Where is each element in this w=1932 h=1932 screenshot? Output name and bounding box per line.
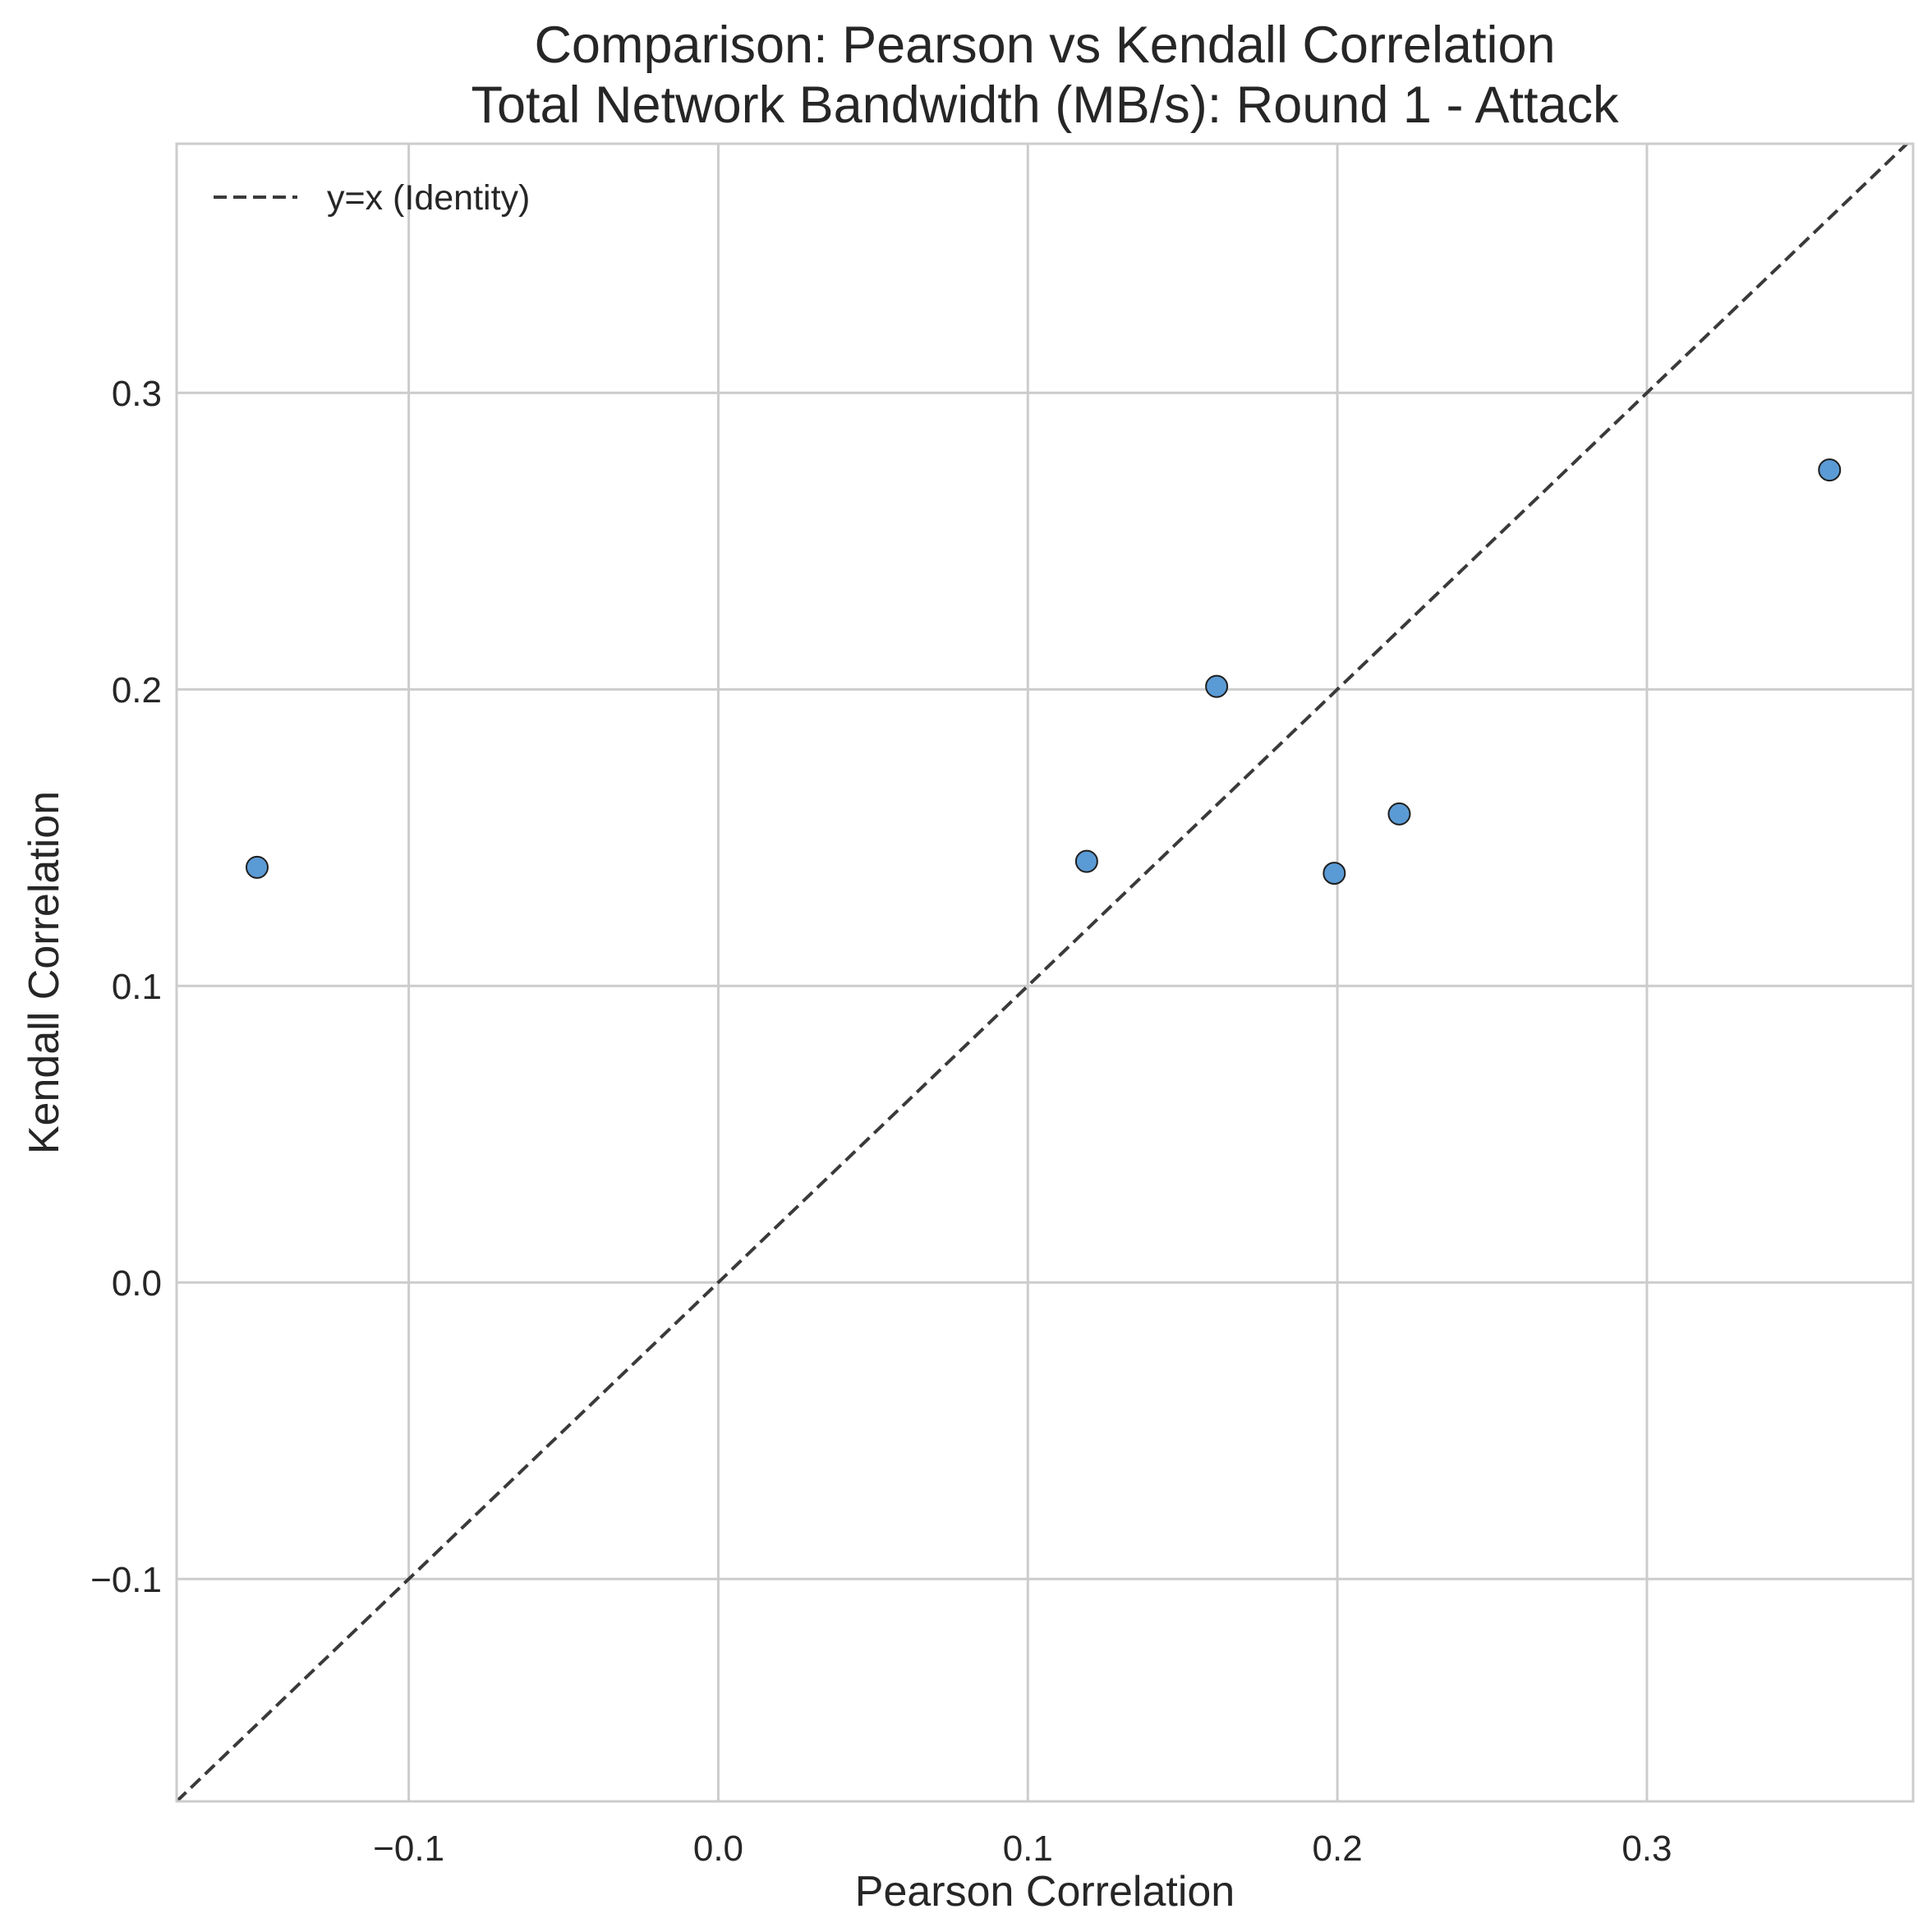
x-tick-label: 0.3 bbox=[1622, 1828, 1672, 1869]
y-tick-label: 0.1 bbox=[112, 967, 162, 1007]
scatter-point bbox=[1205, 674, 1229, 698]
y-tick-labels: −0.1 0.0 0.1 0.2 0.3 bbox=[90, 374, 162, 1600]
identity-line bbox=[175, 142, 1908, 1803]
scatter-point bbox=[1818, 458, 1842, 482]
y-tick-label: 0.3 bbox=[112, 374, 162, 414]
grid-lines bbox=[177, 144, 1913, 1801]
x-tick-label: −0.1 bbox=[373, 1828, 444, 1869]
y-tick-label: 0.0 bbox=[112, 1263, 162, 1304]
scatter-point bbox=[1322, 862, 1346, 886]
y-tick-label: 0.2 bbox=[112, 670, 162, 711]
x-axis-label: Pearson Correlation bbox=[855, 1868, 1235, 1916]
data-points bbox=[245, 458, 1842, 886]
scatter-point bbox=[245, 855, 269, 879]
scatter-point bbox=[1074, 849, 1098, 873]
x-tick-label: 0.2 bbox=[1313, 1828, 1363, 1869]
x-tick-label: 0.1 bbox=[1003, 1828, 1053, 1869]
y-tick-label: −0.1 bbox=[90, 1560, 162, 1600]
scatter-point bbox=[1387, 802, 1411, 826]
legend-label: y=x (Identity) bbox=[327, 178, 530, 218]
chart-title: Comparison: Pearson vs Kendall Correlati… bbox=[534, 16, 1555, 74]
identity-line-group bbox=[175, 142, 1908, 1803]
x-tick-label: 0.0 bbox=[693, 1828, 743, 1869]
plot-frame bbox=[175, 142, 1915, 1803]
y-axis-label: Kendall Correlation bbox=[21, 791, 68, 1154]
x-tick-labels: −0.1 0.0 0.1 0.2 0.3 bbox=[373, 1828, 1672, 1869]
chart-subtitle: Total Network Bandwidth (MB/s): Round 1 … bbox=[471, 76, 1619, 134]
legend: y=x (Identity) bbox=[214, 178, 530, 218]
